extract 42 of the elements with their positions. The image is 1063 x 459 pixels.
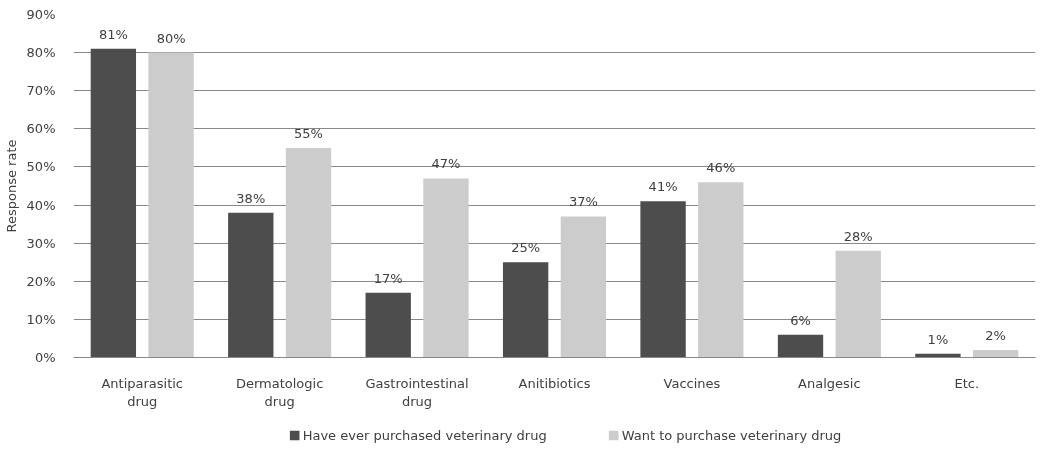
y-tick-label: 30% [26,235,56,251]
data-label: 28% [843,228,873,244]
data-label: 55% [294,125,323,141]
data-label: 1% [927,331,949,347]
x-tick-label: Dermatologic drug [235,375,324,409]
y-tick-label: 40% [26,197,56,213]
y-tick-label: 60% [26,121,56,137]
data-label: 2% [985,327,1006,343]
bar [640,201,686,358]
bar [228,212,274,358]
y-tick-label: 10% [26,311,56,327]
bar [777,334,824,358]
x-tick-label: Antiparasitic drug [101,375,184,409]
bar [972,349,1019,358]
y-tick-label: 90% [26,7,56,22]
bar [90,48,137,358]
x-tick-label: Anitibiotics [518,375,591,391]
bar [560,216,607,358]
y-axis-title: Response rate [3,139,19,233]
bar [365,292,411,358]
bar [423,178,469,358]
y-tick-label: 50% [26,159,56,175]
x-tick-label: Gastrointestinal drug [365,375,469,409]
bar [835,250,881,358]
legend-label: Want to purchase veterinary drug [621,427,842,443]
data-label: 81% [98,26,128,42]
bar [502,262,549,358]
bar [285,147,332,358]
y-tick-label: 20% [26,273,56,289]
data-label: 25% [511,240,541,256]
bar [148,52,194,358]
bar [698,182,744,358]
data-label: 41% [648,179,678,195]
x-tick-label: Analgesic [798,375,861,391]
data-label: 38% [236,190,266,206]
y-tick-label: 70% [26,83,56,99]
x-tick-label: Vaccines [663,375,721,391]
x-tick-label: Etc. [954,375,980,391]
y-tick-label: 0% [34,350,56,365]
data-label: 80% [156,30,186,46]
y-tick-label: 80% [26,45,56,61]
legend-label: Have ever purchased veterinary drug [302,427,547,443]
